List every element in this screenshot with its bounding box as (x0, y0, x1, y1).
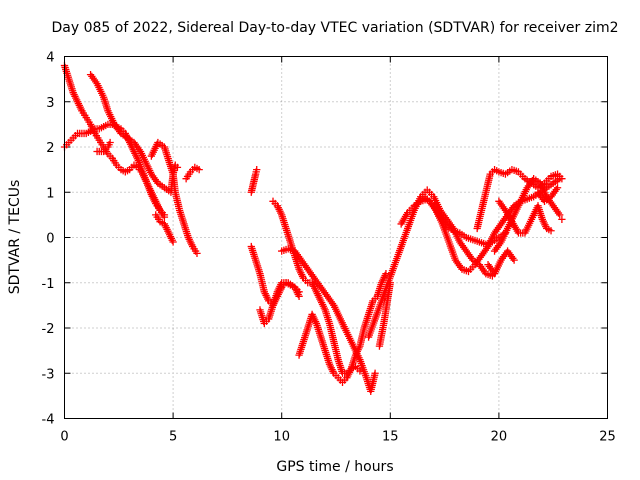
chart-title: Day 085 of 2022, Sidereal Day-to-day VTE… (52, 20, 619, 36)
y-tick-label: 0 (46, 232, 54, 247)
x-tick-label: 20 (491, 430, 508, 445)
data-point (510, 256, 518, 264)
data-point (160, 211, 169, 219)
y-tick-label: 3 (46, 96, 54, 111)
x-tick-label: 0 (60, 430, 68, 445)
data-point (253, 165, 261, 174)
data-point (547, 227, 555, 235)
data-point (382, 270, 390, 278)
data-point (193, 249, 201, 257)
x-tick-label: 5 (169, 430, 177, 445)
data-point (356, 367, 364, 375)
data-points (60, 61, 566, 395)
x-axis-label: GPS time / hours (276, 459, 393, 475)
data-point (195, 165, 203, 174)
y-tick-label: 4 (46, 51, 54, 66)
y-tick-label: -3 (42, 367, 55, 382)
y-tick-label: 2 (46, 141, 54, 156)
y-tick-label: -2 (42, 322, 55, 337)
y-tick-label: 1 (46, 186, 54, 201)
data-point (169, 238, 177, 246)
x-tick-label: 10 (273, 430, 290, 445)
x-tick-label: 15 (382, 430, 399, 445)
data-point (295, 292, 303, 300)
y-tick-labels: -4 -3 -2 -1 0 1 2 3 4 (42, 51, 55, 428)
y-tick-label: -4 (42, 413, 55, 428)
data-point (558, 215, 566, 224)
y-tick-label: -1 (42, 277, 55, 292)
data-point (371, 369, 379, 377)
data-point (558, 175, 566, 183)
x-tick-labels: 0 5 10 15 20 25 (60, 430, 615, 445)
y-axis-label: SDTVAR / TECUs (7, 180, 23, 295)
plot-frame (64, 56, 608, 419)
x-tick-label: 25 (599, 430, 616, 445)
data-point (553, 184, 562, 192)
data-point (556, 211, 564, 219)
data-point (106, 138, 114, 147)
data-point (173, 163, 182, 172)
